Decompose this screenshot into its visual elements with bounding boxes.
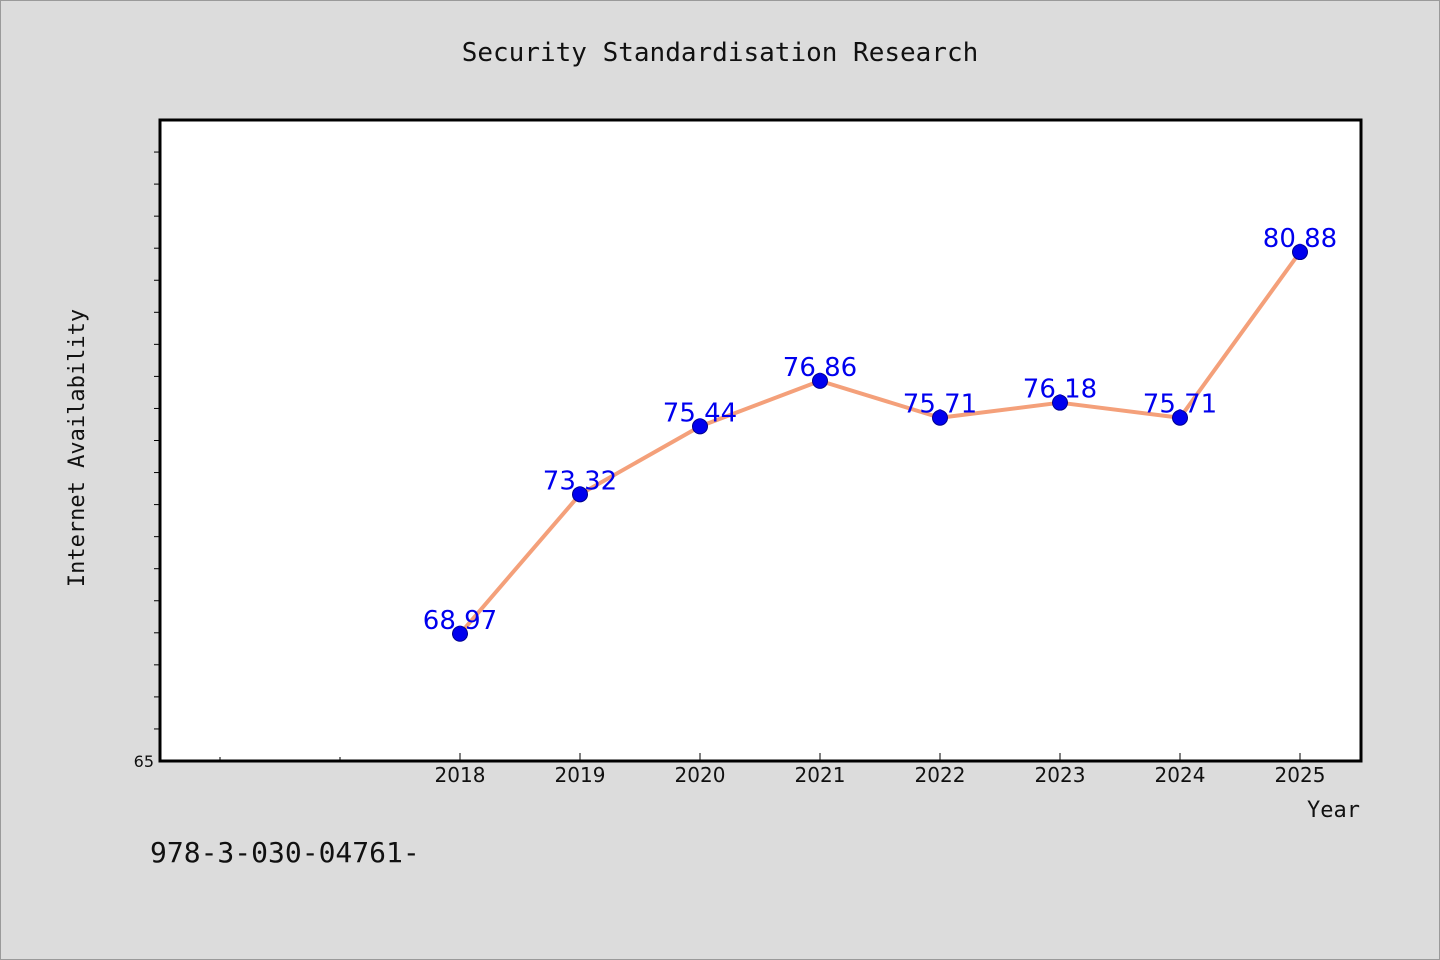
data-point xyxy=(932,409,948,426)
data-point xyxy=(692,418,708,435)
axis-ticks: 65 2018 2019 2020 2021 2022 2023 2024 2025 xyxy=(134,151,1326,787)
data-label: 75.44 xyxy=(663,398,737,428)
x-tick-label: 2021 xyxy=(795,763,846,787)
x-tick-label: 2022 xyxy=(915,763,966,787)
data-point xyxy=(1052,394,1068,411)
data-label: 76.86 xyxy=(783,353,857,383)
data-point xyxy=(452,625,468,642)
data-point xyxy=(1292,244,1308,261)
data-label: 76.18 xyxy=(1023,375,1097,405)
x-tick-label: 2018 xyxy=(435,763,486,787)
data-label: 68.97 xyxy=(423,606,497,636)
x-tick-label: 2020 xyxy=(675,763,726,787)
isbn-footnote: 978-3-030-04761- xyxy=(150,836,420,869)
data-labels: 68.97 73.32 75.44 76.86 75.71 76.18 75.71 80.88 xyxy=(423,224,1337,636)
x-tick-label: 2024 xyxy=(1155,763,1206,787)
chart-title: Security Standardisation Research xyxy=(462,38,979,68)
data-point xyxy=(1172,409,1188,426)
series-polyline xyxy=(458,250,1302,636)
data-label: 75.71 xyxy=(1143,390,1217,420)
data-label: 73.32 xyxy=(543,466,617,496)
data-label: 75.71 xyxy=(903,390,977,420)
y-axis-label: Internet Availability xyxy=(65,309,90,587)
plot-area xyxy=(160,120,1361,761)
data-point xyxy=(572,486,588,503)
x-tick-label: 2025 xyxy=(1275,763,1326,787)
y-tick-label: 65 xyxy=(134,752,154,771)
data-points xyxy=(452,244,1308,642)
x-tick-label: 2023 xyxy=(1035,763,1086,787)
data-point xyxy=(812,372,828,389)
plot-frame xyxy=(158,118,1363,763)
series-line xyxy=(458,250,1302,636)
data-label: 80.88 xyxy=(1263,224,1337,254)
x-axis-label: Year xyxy=(1307,798,1360,823)
x-tick-label: 2019 xyxy=(555,763,606,787)
